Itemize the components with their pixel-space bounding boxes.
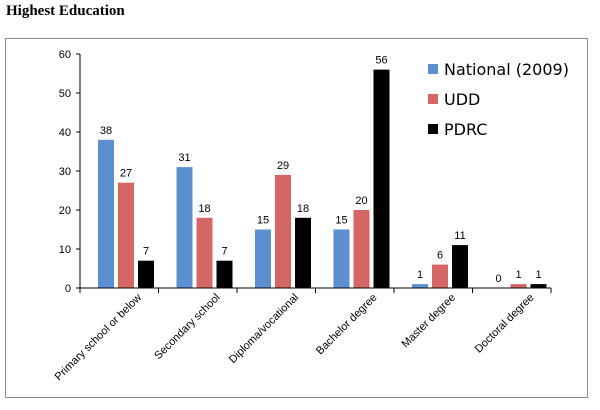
bar-2-6 — [510, 284, 527, 288]
y-tick-label: 30 — [59, 166, 71, 178]
x-tick-label: Doctoral degree — [473, 292, 537, 356]
y-tick-label: 50 — [59, 88, 71, 100]
y-tick-label: 60 — [59, 49, 71, 61]
bar-3-1 — [138, 260, 154, 288]
bar-3-2 — [216, 260, 233, 288]
y-tick-label: 10 — [59, 244, 71, 256]
x-tick-label: Bachelor degree — [314, 292, 380, 358]
legend-label: National (2009) — [444, 60, 569, 79]
data-label: 27 — [120, 168, 132, 180]
legend-label: UDD — [444, 90, 480, 109]
data-label: 56 — [375, 55, 387, 67]
legend-swatch — [428, 64, 438, 74]
x-tick-label: Diploma/vocational — [227, 292, 301, 366]
data-label: 1 — [417, 269, 423, 281]
bar-3-6 — [530, 284, 547, 288]
data-label: 1 — [535, 269, 541, 281]
data-label: 15 — [257, 215, 269, 227]
legend: National (2009) UDD PDRC — [428, 60, 569, 139]
bar-1-4 — [333, 229, 350, 288]
x-tick-label: Primary school or below — [53, 292, 145, 384]
bar-3-3 — [295, 217, 311, 288]
y-tick-label: 20 — [59, 205, 71, 217]
data-label: 7 — [221, 246, 227, 258]
bar-1-1 — [98, 139, 114, 288]
data-label: 15 — [335, 215, 347, 227]
bar-2-5 — [432, 264, 448, 288]
data-label: 18 — [198, 203, 210, 215]
data-label: 29 — [277, 160, 289, 172]
page-title: Highest Education — [6, 3, 125, 19]
data-label: 20 — [355, 195, 367, 207]
bars-layer — [98, 69, 547, 288]
data-label: 38 — [100, 125, 112, 137]
data-label: 7 — [143, 246, 149, 258]
data-label: 1 — [515, 269, 521, 281]
data-label: 6 — [437, 250, 443, 262]
bar-2-3 — [275, 174, 291, 288]
bar-2-4 — [353, 210, 370, 288]
bar-3-4 — [373, 69, 390, 288]
bar-1-5 — [412, 284, 428, 288]
data-label: 31 — [178, 152, 190, 164]
data-label: 11 — [454, 230, 465, 242]
bar-3-5 — [452, 245, 468, 288]
data-label: 0 — [495, 273, 501, 285]
y-tick-label: 40 — [59, 127, 71, 139]
x-tick-label: Master degree — [399, 292, 458, 351]
bar-1-2 — [176, 167, 193, 288]
bar-1-3 — [255, 229, 271, 288]
legend-swatch — [428, 94, 438, 104]
x-tick-label: Secondary school — [152, 292, 222, 362]
y-tick-label: 0 — [65, 283, 71, 295]
legend-label: PDRC — [444, 120, 487, 139]
legend-swatch — [428, 124, 438, 134]
bar-2-1 — [118, 182, 134, 288]
data-label: 18 — [297, 203, 309, 215]
bar-2-2 — [196, 217, 213, 288]
